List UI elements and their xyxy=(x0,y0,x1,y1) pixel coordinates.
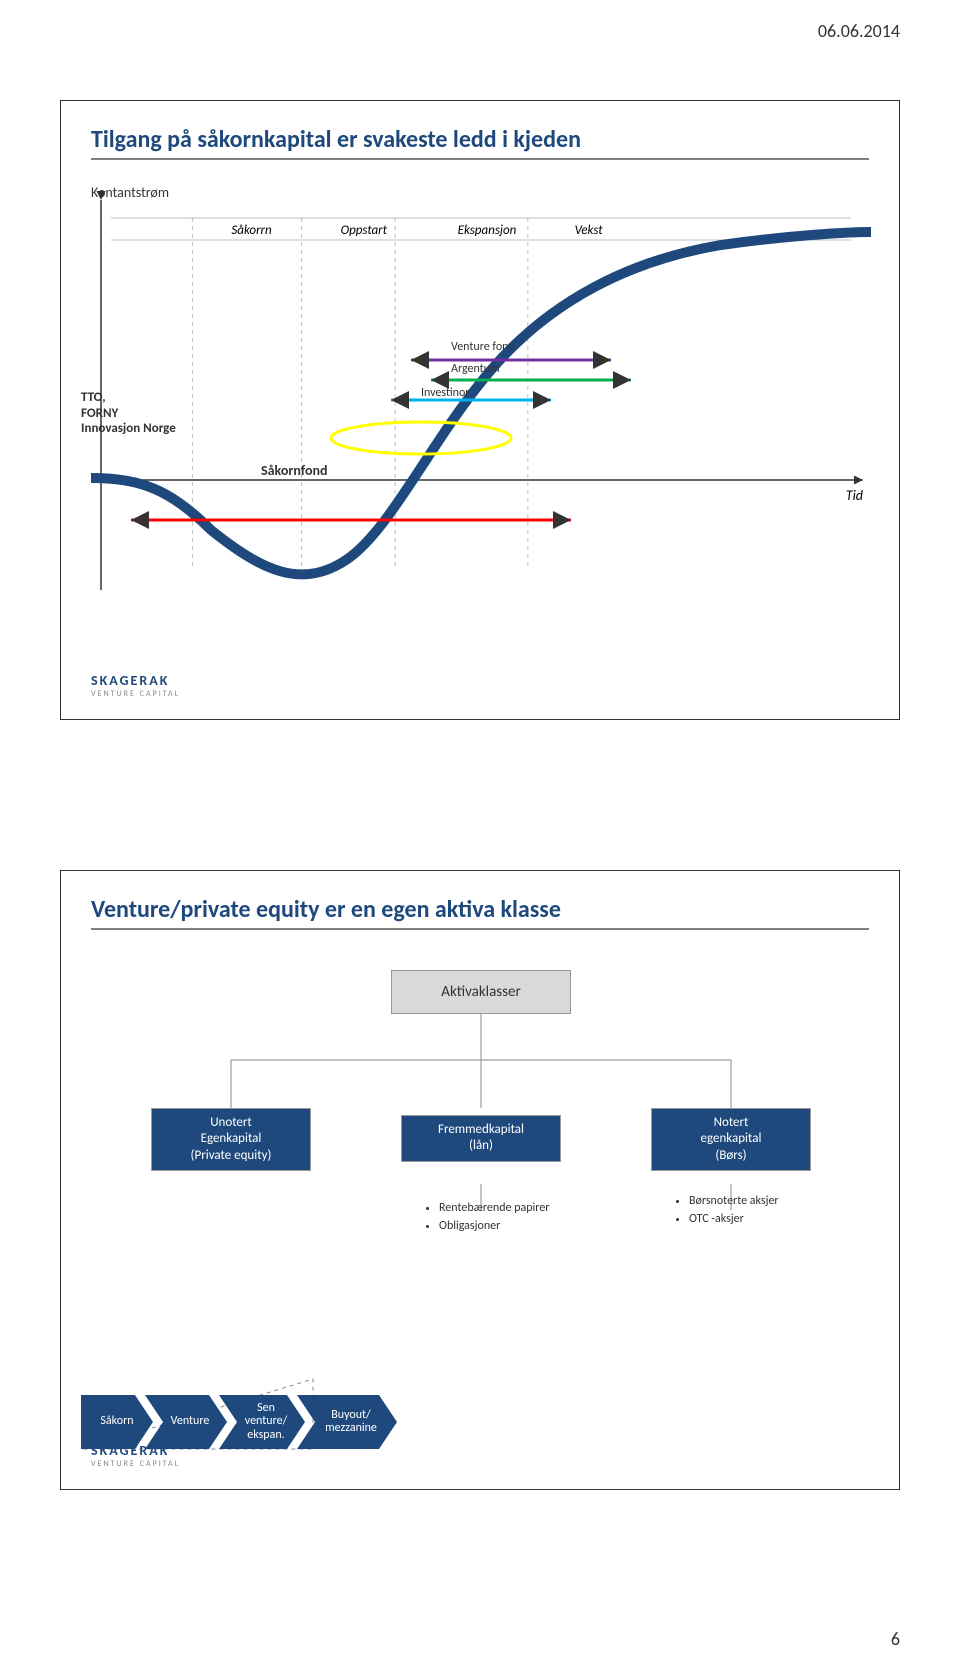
logo-brand: SKAGERAK xyxy=(91,1442,180,1459)
title-rule xyxy=(91,158,869,160)
logo-sub: VENTURE CAPITAL xyxy=(91,689,180,699)
logo: SKAGERAK VENTURE CAPITAL xyxy=(91,672,180,699)
date-header: 06.06.2014 xyxy=(818,20,900,42)
leaf-node: UnotertEgenkapital(Private equity) xyxy=(151,1108,311,1171)
logo-brand: SKAGERAK xyxy=(91,672,180,689)
chevron-step: Buyout/ mezzanine xyxy=(297,1395,397,1449)
svg-text:Oppstart: Oppstart xyxy=(341,223,388,238)
chevron-step: Såkorn xyxy=(81,1395,153,1449)
title-rule xyxy=(91,928,869,930)
logo: SKAGERAK VENTURE CAPITAL xyxy=(91,1442,180,1469)
leaf-node: Fremmedkapital(lån) xyxy=(401,1115,561,1162)
svg-text:Investinor: Investinor xyxy=(421,386,469,400)
svg-text:Såkorrn: Såkorrn xyxy=(231,223,272,238)
root-node: Aktivaklasser xyxy=(391,970,571,1014)
chevron-step: Venture xyxy=(145,1395,227,1449)
asset-class-tree: Aktivaklasser UnotertEgenkapital(Private… xyxy=(91,960,869,1380)
cashflow-chart: Kontantstrøm TidSåkorrnOppstartEkspansjo… xyxy=(91,190,869,630)
chevron-row: SåkornVentureSen venture/ ekspan.Buyout/… xyxy=(81,1395,389,1449)
slide2-title: Venture/private equity er en egen aktiva… xyxy=(91,895,869,924)
svg-text:Vekst: Vekst xyxy=(575,223,604,238)
leaf-bullets: Børsnoterte aksjerOTC -aksjer xyxy=(671,1194,779,1230)
svg-text:Såkornfond: Såkornfond xyxy=(261,462,328,479)
svg-text:Tid: Tid xyxy=(846,487,863,504)
slide1-title: Tilgang på såkornkapital er svakeste led… xyxy=(91,125,869,154)
svg-text:Ekspansjon: Ekspansjon xyxy=(458,223,517,238)
chart-svg: Tid Såkorrn Oppstart Ekspansjon Vekst Venture… xyxy=(91,190,871,630)
left-org-labels: TTO,FORNYInnovasjon Norge xyxy=(81,390,176,437)
chevron-step: Sen venture/ ekspan. xyxy=(219,1395,305,1449)
logo-sub: VENTURE CAPITAL xyxy=(91,1459,180,1469)
svg-text:Argentum: Argentum xyxy=(451,362,500,376)
svg-text:Venture fond: Venture fond xyxy=(451,340,515,354)
slide-2: Venture/private equity er en egen aktiva… xyxy=(60,870,900,1490)
slide-1: Tilgang på såkornkapital er svakeste led… xyxy=(60,100,900,720)
leaf-bullets: Rentebærende papirerObligasjoner xyxy=(421,1201,550,1237)
page-number: 6 xyxy=(891,1628,900,1650)
leaf-node: Notertegenkapital(Børs) xyxy=(651,1108,811,1171)
